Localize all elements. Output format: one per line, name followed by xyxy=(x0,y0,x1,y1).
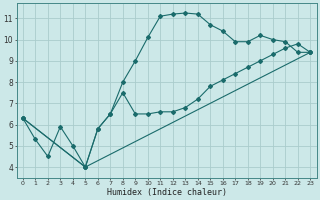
X-axis label: Humidex (Indice chaleur): Humidex (Indice chaleur) xyxy=(107,188,227,197)
